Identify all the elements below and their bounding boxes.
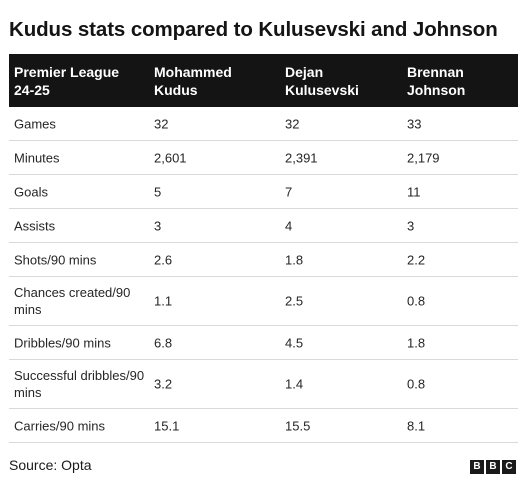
value-cell: 1.8 (285, 252, 304, 267)
row-label: Chances created/90 mins (14, 285, 131, 317)
table-row: Minutes 2,601 2,391 2,179 (9, 141, 518, 175)
header-cell-kulusevski: Dejan Kulusevski (285, 64, 359, 98)
value-cell: 2,391 (285, 150, 318, 165)
value-cell: 33 (407, 116, 422, 131)
row-label: Successful dribbles/90 mins (14, 368, 145, 400)
value-cell: 7 (285, 184, 293, 199)
header-cell-kudus: Mohammed Kudus (154, 64, 232, 98)
table-row: Shots/90 mins 2.6 1.8 2.2 (9, 243, 518, 277)
value-cell: 2.6 (154, 252, 173, 267)
table-row: Assists 3 4 3 (9, 209, 518, 243)
value-cell: 3 (154, 218, 162, 233)
row-label: Goals (14, 184, 48, 199)
row-label: Assists (14, 218, 56, 233)
row-label: Shots/90 mins (14, 252, 97, 267)
header-cell-johnson: Brennan Johnson (407, 64, 466, 98)
header-cell-competition: Premier League 24-25 (14, 64, 120, 98)
value-cell: 3 (407, 218, 415, 233)
value-cell: 2.2 (407, 252, 426, 267)
table-row: Chances created/90 mins 1.1 2.5 0.8 (9, 277, 518, 326)
value-cell: 2,601 (154, 150, 187, 165)
bbc-logo-letter: B (486, 460, 500, 474)
value-cell: 4 (285, 218, 293, 233)
table-row: Games 32 32 33 (9, 107, 518, 141)
value-cell: 3.2 (154, 376, 173, 392)
value-cell: 2.5 (285, 293, 304, 309)
value-cell: 15.1 (154, 418, 180, 433)
value-cell: 0.8 (407, 293, 426, 309)
bbc-logo-letter: B (470, 460, 484, 474)
value-cell: 2,179 (407, 150, 440, 165)
value-cell: 15.5 (285, 418, 311, 433)
value-cell: 4.5 (285, 335, 304, 350)
row-label: Games (14, 116, 56, 131)
table-row: Goals 5 7 11 (9, 175, 518, 209)
table-header: Premier League 24-25 Mohammed Kudus Deja… (9, 54, 518, 107)
stats-table: Premier League 24-25 Mohammed Kudus Deja… (9, 54, 518, 443)
row-label: Dribbles/90 mins (14, 335, 111, 350)
value-cell: 1.1 (154, 293, 173, 309)
row-label: Carries/90 mins (14, 418, 106, 433)
value-cell: 32 (154, 116, 169, 131)
value-cell: 1.8 (407, 335, 426, 350)
table-row: Carries/90 mins 15.1 15.5 8.1 (9, 409, 518, 443)
page-title: Kudus stats compared to Kulusevski and J… (9, 18, 498, 41)
bbc-logo: B B C (470, 460, 516, 474)
value-cell: 8.1 (407, 418, 426, 433)
value-cell: 5 (154, 184, 162, 199)
value-cell: 32 (285, 116, 300, 131)
source-note: Source: Opta (9, 457, 92, 473)
value-cell: 0.8 (407, 376, 426, 392)
row-label: Minutes (14, 150, 60, 165)
value-cell: 11 (407, 184, 421, 199)
table-row: Dribbles/90 mins 6.8 4.5 1.8 (9, 326, 518, 360)
value-cell: 6.8 (154, 335, 173, 350)
table-row: Successful dribbles/90 mins 3.2 1.4 0.8 (9, 360, 518, 409)
value-cell: 1.4 (285, 376, 304, 392)
bbc-logo-letter: C (502, 460, 516, 474)
